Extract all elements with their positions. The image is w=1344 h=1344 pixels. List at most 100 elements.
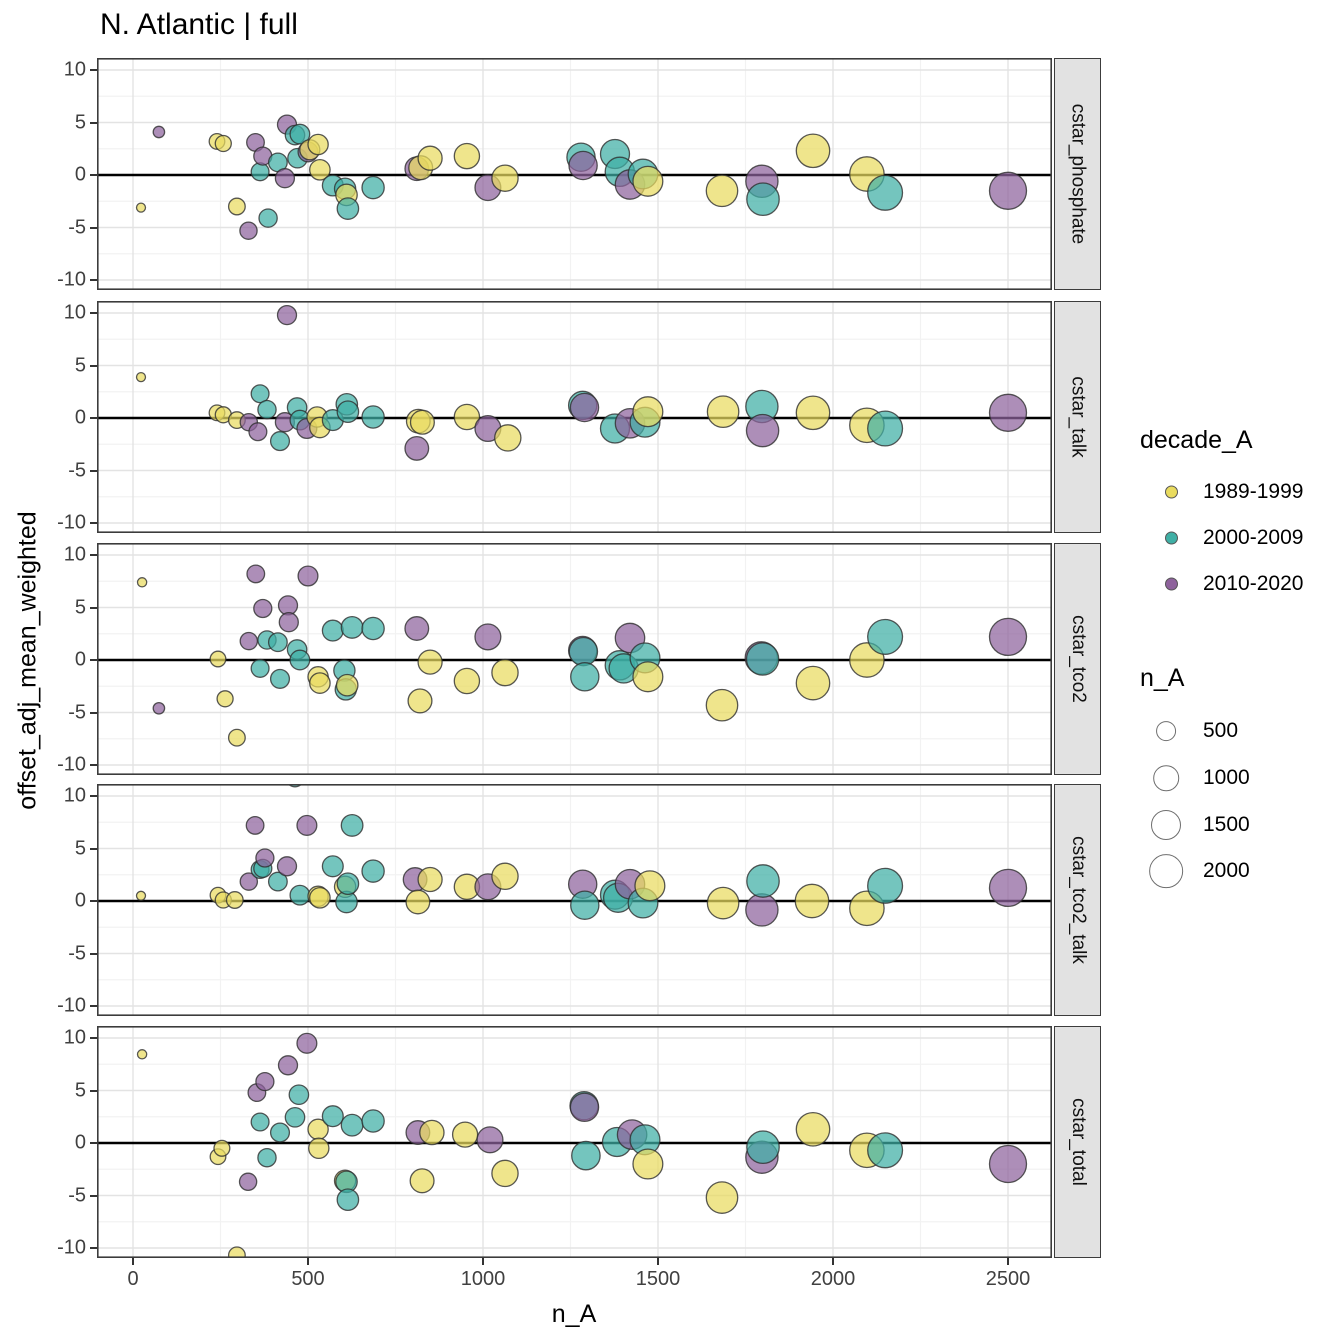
x-tick-label: 1000 <box>460 1268 506 1290</box>
x-tick-label: 2000 <box>810 1268 856 1290</box>
data-point <box>491 658 519 687</box>
y-tick-mark <box>90 174 97 176</box>
data-point <box>250 162 270 182</box>
data-point <box>336 1188 360 1212</box>
data-point <box>417 145 443 171</box>
data-point <box>409 409 435 435</box>
y-tick-mark <box>90 1037 97 1039</box>
y-tick-label: -10 <box>57 1236 86 1259</box>
data-point <box>340 615 364 639</box>
data-point <box>277 1055 299 1076</box>
data-point <box>404 435 430 461</box>
data-point <box>136 577 148 588</box>
facet-strip-label: cstar_tco2_talk <box>1067 836 1089 964</box>
facet-strip-label: cstar_tco2 <box>1067 615 1089 703</box>
y-tick-mark <box>90 279 97 281</box>
facet-strip-label: cstar_phosphate <box>1067 103 1089 245</box>
x-tick-mark <box>1007 1258 1009 1265</box>
legend: decade_A 1989-1999 2000-2009 2010-2020 n… <box>1120 0 1344 1344</box>
y-tick-mark <box>90 1142 97 1144</box>
decade-label-2010-2020: 2010-2020 <box>1203 572 1304 595</box>
data-point <box>745 893 779 927</box>
data-point <box>277 595 299 616</box>
facet-panel-cstar_tco2 <box>97 543 1052 775</box>
data-point <box>135 890 147 901</box>
x-tick-mark <box>657 1258 659 1265</box>
data-point <box>297 565 319 587</box>
decade-label-1989-1999: 1989-1999 <box>1203 480 1304 503</box>
data-point <box>632 396 664 428</box>
data-point <box>340 813 364 837</box>
y-tick-label: 5 <box>74 1079 86 1101</box>
data-point <box>705 1181 739 1214</box>
data-point <box>239 631 259 651</box>
y-tick-mark <box>90 554 97 556</box>
y-tick-label: 10 <box>63 543 86 566</box>
data-point <box>632 165 664 197</box>
data-point <box>276 856 298 877</box>
data-point <box>274 168 296 189</box>
data-point <box>136 1049 148 1060</box>
data-point <box>491 164 519 192</box>
size-label-2000: 2000 <box>1203 859 1250 882</box>
y-tick-mark <box>90 900 97 902</box>
data-point <box>795 133 831 169</box>
data-point <box>336 872 360 896</box>
data-point <box>361 175 385 200</box>
facet-panel-cstar_total <box>97 1026 1052 1258</box>
data-point <box>216 690 234 708</box>
y-tick-mark <box>90 417 97 419</box>
data-point <box>309 158 331 181</box>
data-point <box>705 688 739 722</box>
y-tick-mark <box>90 952 97 955</box>
x-tick-label: 1500 <box>635 1268 681 1290</box>
facet-strip-cstar_total: cstar_total <box>1054 1026 1101 1258</box>
y-tick-label: 10 <box>63 58 86 81</box>
data-point <box>405 889 431 915</box>
data-point <box>988 617 1028 657</box>
data-point <box>276 304 298 326</box>
data-point <box>745 642 780 676</box>
size-key-2000-icon <box>1149 854 1183 888</box>
y-tick-label: 0 <box>74 1131 86 1154</box>
y-tick-mark <box>90 795 97 797</box>
y-tick-mark <box>90 469 97 472</box>
size-key-1000-icon <box>1153 765 1179 791</box>
legend-size-title: n_A <box>1140 664 1185 692</box>
y-tick-mark <box>90 764 97 766</box>
x-tick-mark <box>132 1258 134 1265</box>
data-point <box>289 123 311 145</box>
y-tick-label: -10 <box>57 511 86 534</box>
data-point <box>269 668 291 689</box>
y-tick-mark <box>90 1247 97 1249</box>
data-point <box>746 864 780 898</box>
data-point <box>225 891 244 909</box>
facet-strip-cstar_tco2: cstar_tco2 <box>1054 543 1101 775</box>
data-point <box>239 872 259 891</box>
data-point <box>453 667 481 695</box>
data-point <box>705 174 739 208</box>
y-tick-mark <box>90 364 97 367</box>
data-point <box>238 1172 258 1192</box>
data-point <box>570 662 600 692</box>
data-point <box>267 871 288 892</box>
data-point <box>867 867 904 904</box>
data-point <box>269 1122 291 1143</box>
data-point <box>706 886 740 920</box>
y-tick-mark <box>90 659 97 661</box>
data-point <box>491 1159 519 1188</box>
y-tick-label: 5 <box>74 354 86 376</box>
data-point <box>706 395 740 429</box>
data-point <box>284 1106 306 1128</box>
y-tick-label: 0 <box>74 163 86 186</box>
data-point <box>135 371 147 383</box>
y-tick-label: 10 <box>63 784 86 807</box>
data-point <box>245 815 265 835</box>
y-tick-mark <box>90 121 97 124</box>
data-point <box>451 1121 479 1148</box>
decade-label-2000-2009: 2000-2009 <box>1203 526 1304 549</box>
data-point <box>632 661 664 693</box>
y-tick-label: -5 <box>68 942 86 964</box>
data-point <box>336 197 360 220</box>
data-point <box>267 632 288 653</box>
